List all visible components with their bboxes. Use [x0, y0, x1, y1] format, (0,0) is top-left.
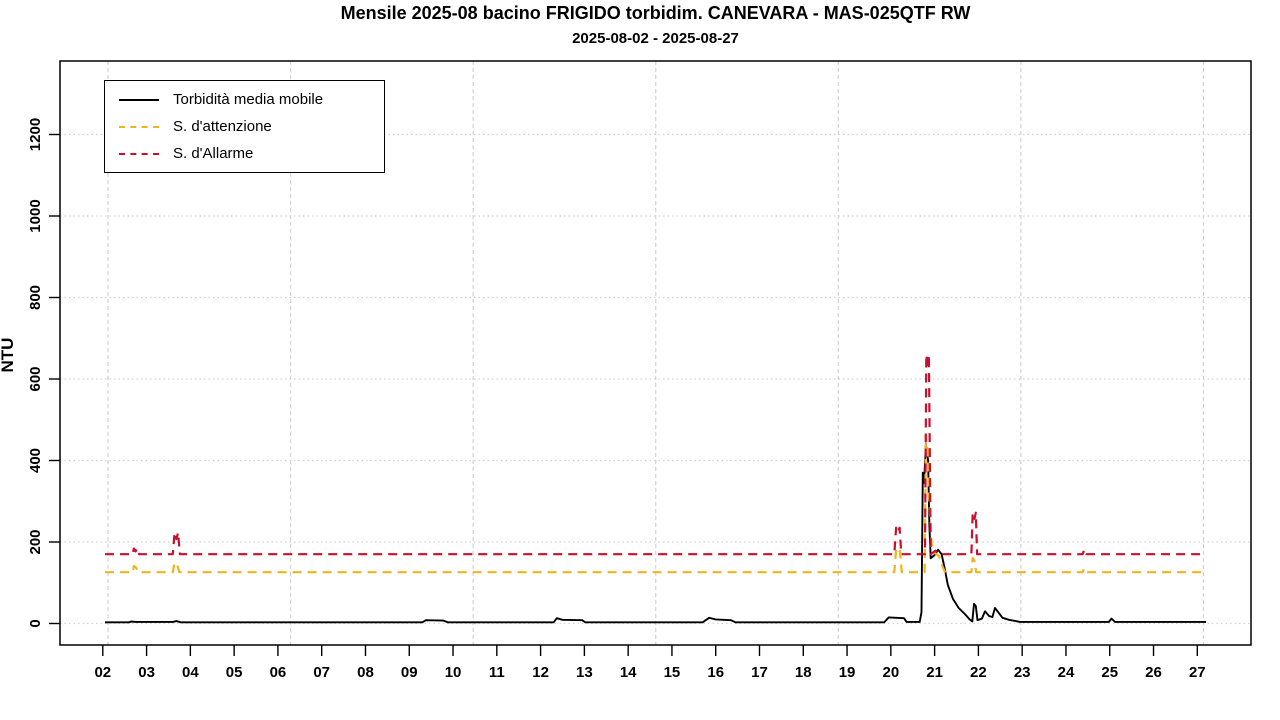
x-tick-label: 09: [401, 664, 418, 681]
x-tick-label: 08: [357, 664, 374, 681]
plot-border: [59, 60, 1252, 646]
x-tick-label: 14: [620, 664, 637, 681]
x-tick-label: 19: [839, 664, 856, 681]
dashed-line-icon: [119, 152, 159, 155]
y-tick-label: 800: [27, 285, 44, 310]
x-tick-label: 24: [1058, 664, 1075, 681]
x-tick-label: 11: [489, 664, 505, 681]
legend-label: Torbidità media mobile: [173, 91, 324, 108]
y-tick-label: 1000: [27, 199, 44, 232]
chart-title: Mensile 2025-08 bacino FRIGIDO torbidim.…: [340, 3, 971, 23]
x-tick-label: 18: [795, 664, 812, 681]
y-tick-label: 400: [27, 448, 44, 473]
series-s-d-allarme: [105, 353, 1207, 556]
x-tick-label: 07: [313, 664, 330, 681]
x-tick-label: 10: [445, 664, 462, 681]
y-tick-label: 0: [27, 619, 44, 627]
x-tick-label: 21: [926, 664, 943, 681]
x-tick-label: 22: [970, 664, 987, 681]
x-tick-label: 04: [182, 664, 199, 681]
x-tick-label: 15: [664, 664, 681, 681]
legend-item-torbidita: Torbidità media mobile: [119, 88, 384, 112]
x-tick-label: 17: [751, 664, 768, 681]
x-tick-label: 23: [1014, 664, 1031, 681]
x-tick-label: 13: [576, 664, 593, 681]
y-tick-label: 600: [27, 366, 44, 391]
legend-label: S. d'Allarme: [173, 145, 254, 162]
x-tick-label: 25: [1101, 664, 1118, 681]
x-tick-label: 02: [94, 664, 111, 681]
x-tick-label: 20: [882, 664, 899, 681]
y-tick-label: 200: [27, 529, 44, 554]
x-tick-label: 12: [532, 664, 549, 681]
legend-label: S. d'attenzione: [173, 118, 272, 135]
legend: Torbidità media mobile S. d'attenzione S…: [104, 80, 385, 173]
y-tick-label: 1200: [27, 118, 44, 151]
x-tick-label: 27: [1189, 664, 1206, 681]
x-tick-label: 16: [707, 664, 724, 681]
x-tick-label: 03: [138, 664, 155, 681]
x-tick-label: 26: [1145, 664, 1162, 681]
x-tick-label: 05: [226, 664, 243, 681]
x-tick-label: 06: [270, 664, 287, 681]
legend-item-allarme: S. d'Allarme: [119, 142, 384, 166]
dashed-line-icon: [119, 125, 159, 128]
chart-subtitle: 2025-08-02 - 2025-08-27: [572, 30, 739, 47]
legend-item-attenzione: S. d'attenzione: [119, 115, 384, 139]
solid-line-icon: [119, 98, 159, 101]
